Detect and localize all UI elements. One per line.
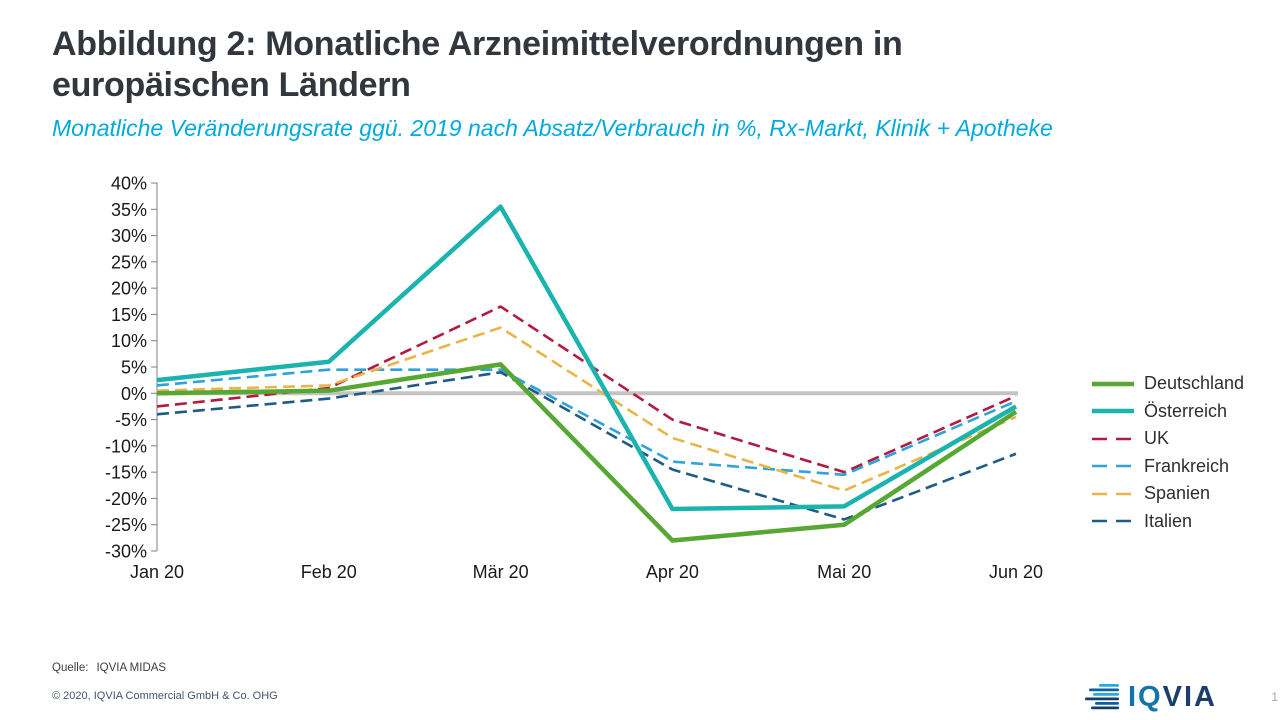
legend-item-uk: UK — [1090, 425, 1244, 453]
source-note: Quelle: IQVIA MIDAS — [52, 662, 166, 674]
y-tick-label: -25% — [105, 515, 147, 535]
y-tick-label: -20% — [105, 489, 147, 509]
y-tick-label: -15% — [105, 463, 147, 483]
page-number: 1 — [1271, 690, 1278, 704]
legend-swatch-icon — [1092, 464, 1134, 468]
y-tick-label: 5% — [121, 358, 147, 378]
legend-label: Italien — [1144, 510, 1193, 531]
y-tick-label: 15% — [111, 305, 147, 325]
legend-item-deutschland: Deutschland — [1090, 370, 1244, 398]
legend-label: Frankreich — [1144, 455, 1230, 476]
legend-label: UK — [1144, 428, 1170, 449]
legend-item-italien: Italien — [1090, 508, 1244, 536]
legend-item-frankreich: Frankreich — [1090, 453, 1244, 481]
legend-swatch-icon — [1092, 519, 1134, 523]
x-tick-label: Apr 20 — [646, 562, 699, 582]
y-tick-label: 25% — [111, 252, 147, 272]
legend-swatch-icon — [1092, 437, 1134, 441]
series-line-frankreich — [156, 368, 1017, 477]
source-label: Quelle: — [52, 662, 89, 674]
copyright-note: © 2020, IQVIA Commercial GmbH & Co. OHG — [52, 690, 278, 702]
y-tick-label: 10% — [111, 331, 147, 351]
chart-subtitle: Monatliche Veränderungsrate ggü. 2019 na… — [52, 115, 1053, 141]
series-line-spanien — [156, 326, 1017, 492]
legend-swatch-icon — [1092, 492, 1134, 496]
iqvia-logo: IQVIA — [1085, 681, 1217, 713]
legend-swatch-icon — [1092, 381, 1134, 386]
y-tick-label: 20% — [111, 279, 147, 299]
legend-label: Spanien — [1144, 483, 1211, 504]
legend-label: Österreich — [1144, 400, 1228, 421]
y-tick-label: 30% — [111, 226, 147, 246]
legend-item-österreich: Österreich — [1090, 398, 1244, 426]
legend-label: Deutschland — [1144, 373, 1245, 394]
series-line-österreich — [156, 204, 1018, 512]
x-tick-label: Jun 20 — [989, 562, 1043, 582]
y-tick-label: 40% — [111, 174, 147, 194]
x-tick-label: Feb 20 — [301, 562, 357, 582]
series-line-uk — [156, 305, 1017, 474]
legend-item-spanien: Spanien — [1090, 480, 1244, 508]
x-tick-label: Mär 20 — [473, 562, 529, 582]
page-title-line1: Abbildung 2: Monatliche Arzneimittelvero… — [52, 25, 903, 63]
iqvia-logo-via: VIA — [1162, 681, 1217, 713]
y-tick-label: -30% — [105, 542, 147, 562]
iqvia-logo-wordmark: IQVIA — [1128, 681, 1217, 713]
source-value: IQVIA MIDAS — [96, 662, 167, 674]
iqvia-logo-iq: IQ — [1128, 681, 1163, 713]
y-tick-label: -10% — [105, 436, 147, 456]
x-tick-label: Mai 20 — [817, 562, 871, 582]
series-line-deutschland — [156, 362, 1018, 543]
page-title: Abbildung 2: Monatliche Arzneimittelvero… — [52, 24, 1112, 107]
y-tick-label: 0% — [121, 384, 147, 404]
y-tick-label: -5% — [115, 410, 147, 430]
page-title-line2: europäischen Ländern — [52, 66, 411, 105]
iqvia-logo-stripes-icon — [1085, 684, 1119, 710]
legend: Deutschland Österreich UK Frankreich Spanien… — [1090, 370, 1244, 535]
x-tick-label: Jan 20 — [130, 562, 184, 582]
legend-swatch-icon — [1092, 409, 1134, 414]
y-tick-label: 35% — [111, 200, 147, 220]
